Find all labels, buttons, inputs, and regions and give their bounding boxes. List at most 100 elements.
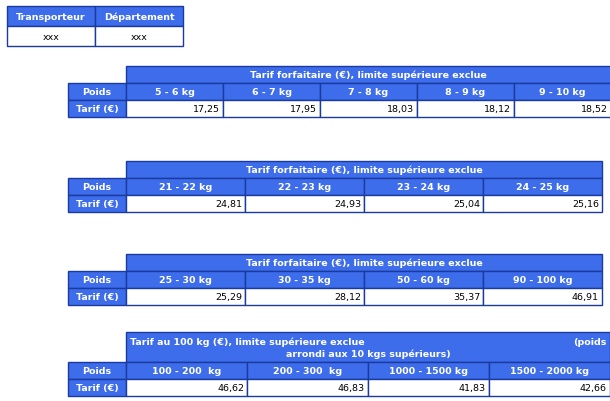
Bar	[247, 362, 368, 379]
Text: 21 - 22 kg: 21 - 22 kg	[159, 182, 212, 192]
Bar	[126, 271, 245, 288]
Text: 24 - 25 kg: 24 - 25 kg	[516, 182, 569, 192]
Bar	[126, 379, 247, 396]
Bar	[68, 101, 126, 118]
Text: Tarif forfaitaire (€), limite supérieure exclue: Tarif forfaitaire (€), limite supérieure…	[250, 71, 487, 80]
Bar	[68, 288, 126, 305]
Text: 90 - 100 kg: 90 - 100 kg	[513, 275, 572, 284]
Text: xxx: xxx	[131, 32, 148, 41]
Bar	[95, 7, 183, 27]
Text: 24,81: 24,81	[215, 200, 242, 209]
Text: Tarif (€): Tarif (€)	[76, 292, 118, 301]
Text: Tarif (€): Tarif (€)	[76, 200, 118, 209]
Text: Poids: Poids	[82, 366, 112, 375]
Text: 30 - 35 kg: 30 - 35 kg	[278, 275, 331, 284]
Bar	[7, 7, 95, 27]
Text: 35,37: 35,37	[453, 292, 480, 301]
Bar	[126, 101, 223, 118]
Bar	[126, 196, 245, 213]
Text: 9 - 10 kg: 9 - 10 kg	[539, 88, 586, 97]
Text: Tarif (€): Tarif (€)	[76, 105, 118, 114]
Text: Département: Département	[104, 12, 174, 22]
Bar	[68, 362, 126, 379]
Bar	[245, 271, 364, 288]
Text: 25,04: 25,04	[453, 200, 480, 209]
Bar	[245, 288, 364, 305]
Bar	[95, 27, 183, 47]
Text: 25,29: 25,29	[215, 292, 242, 301]
Text: 50 - 60 kg: 50 - 60 kg	[397, 275, 450, 284]
Text: 18,12: 18,12	[484, 105, 511, 114]
Text: Tarif forfaitaire (€), limite supérieure exclue: Tarif forfaitaire (€), limite supérieure…	[246, 258, 483, 267]
Bar	[483, 178, 602, 196]
Bar	[126, 67, 610, 84]
Text: Transporteur: Transporteur	[16, 12, 86, 21]
Text: Poids: Poids	[82, 275, 112, 284]
Text: 6 - 7 kg: 6 - 7 kg	[251, 88, 292, 97]
Bar	[247, 379, 368, 396]
Text: Poids: Poids	[82, 182, 112, 192]
Bar	[364, 271, 483, 288]
Text: arrondi aux 10 kgs supérieurs): arrondi aux 10 kgs supérieurs)	[285, 349, 450, 358]
Bar	[364, 178, 483, 196]
Bar	[7, 27, 95, 47]
Bar	[126, 332, 610, 362]
Text: 23 - 24 kg: 23 - 24 kg	[397, 182, 450, 192]
Text: 5 - 6 kg: 5 - 6 kg	[154, 88, 195, 97]
Bar	[417, 101, 514, 118]
Bar	[68, 379, 126, 396]
Bar	[368, 379, 489, 396]
Bar	[364, 288, 483, 305]
Bar	[417, 84, 514, 101]
Bar	[68, 84, 126, 101]
Bar	[68, 178, 126, 196]
Bar	[68, 196, 126, 213]
Text: 24,93: 24,93	[334, 200, 361, 209]
Bar	[483, 288, 602, 305]
Bar	[126, 178, 245, 196]
Text: 17,25: 17,25	[193, 105, 220, 114]
Bar	[126, 362, 247, 379]
Text: 100 - 200  kg: 100 - 200 kg	[152, 366, 221, 375]
Bar	[126, 84, 223, 101]
Text: Poids: Poids	[82, 88, 112, 97]
Text: 8 - 9 kg: 8 - 9 kg	[445, 88, 486, 97]
Text: 22 - 23 kg: 22 - 23 kg	[278, 182, 331, 192]
Text: 25 - 30 kg: 25 - 30 kg	[159, 275, 212, 284]
Text: 200 - 300  kg: 200 - 300 kg	[273, 366, 342, 375]
Bar	[514, 101, 610, 118]
Bar	[68, 271, 126, 288]
Text: Tarif au 100 kg (€), limite supérieure exclue: Tarif au 100 kg (€), limite supérieure e…	[130, 337, 365, 346]
Bar	[223, 84, 320, 101]
Bar	[245, 196, 364, 213]
Text: 7 - 8 kg: 7 - 8 kg	[348, 88, 389, 97]
Text: xxx: xxx	[43, 32, 59, 41]
Bar	[320, 84, 417, 101]
Text: 17,95: 17,95	[290, 105, 317, 114]
Text: 46,62: 46,62	[217, 383, 244, 392]
Text: Tarif forfaitaire (€), limite supérieure exclue: Tarif forfaitaire (€), limite supérieure…	[246, 165, 483, 175]
Bar	[126, 254, 602, 271]
Text: 1000 - 1500 kg: 1000 - 1500 kg	[389, 366, 468, 375]
Text: 46,91: 46,91	[572, 292, 599, 301]
Bar	[223, 101, 320, 118]
Text: (poids: (poids	[573, 337, 606, 346]
Bar	[489, 379, 610, 396]
Bar	[364, 196, 483, 213]
Text: 28,12: 28,12	[334, 292, 361, 301]
Text: 25,16: 25,16	[572, 200, 599, 209]
Text: Tarif (€): Tarif (€)	[76, 383, 118, 392]
Bar	[514, 84, 610, 101]
Text: 1500 - 2000 kg: 1500 - 2000 kg	[510, 366, 589, 375]
Bar	[483, 271, 602, 288]
Bar	[489, 362, 610, 379]
Bar	[245, 178, 364, 196]
Bar	[126, 288, 245, 305]
Bar	[126, 162, 602, 178]
Bar	[368, 362, 489, 379]
Bar	[483, 196, 602, 213]
Text: 46,83: 46,83	[338, 383, 365, 392]
Bar	[320, 101, 417, 118]
Text: 18,03: 18,03	[387, 105, 414, 114]
Text: 41,83: 41,83	[459, 383, 486, 392]
